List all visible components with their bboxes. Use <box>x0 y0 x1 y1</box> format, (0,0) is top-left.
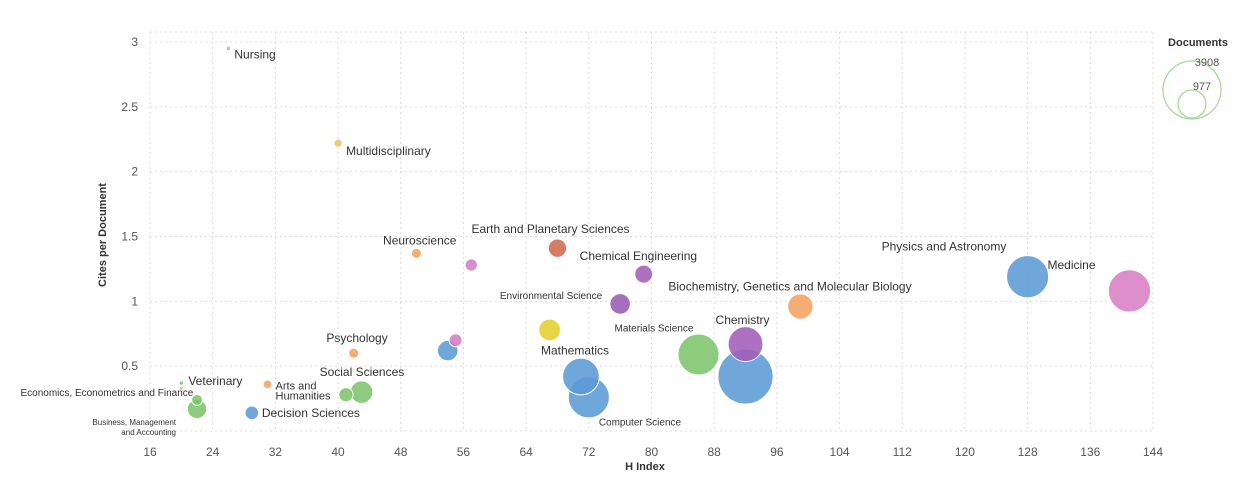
bubble-point <box>410 247 422 259</box>
y-axis-title: Cites per Document <box>97 183 109 287</box>
y-tick-label: 2 <box>131 165 138 179</box>
axis-ticks: 16 24 32 40 48 56 64 72 80 88 96 104 112 120 128 136 144… <box>121 35 1163 459</box>
y-tick-label: 0.5 <box>121 359 138 373</box>
x-tick-label: 40 <box>331 445 345 459</box>
bubble-point <box>634 264 654 284</box>
bubble-label: Environmental Science <box>500 291 603 302</box>
bubble-point <box>178 385 185 391</box>
bubble-label: Veterinary <box>188 374 242 388</box>
x-tick-label: 48 <box>394 445 408 459</box>
bubble-labels: Nursing Multidisciplinary Neuroscience Eart… <box>20 47 1095 436</box>
bubble-label: Economics, Econometrics and Finance <box>20 388 193 399</box>
y-tick-label: 3 <box>131 35 138 49</box>
x-tick-label: 112 <box>893 445 912 459</box>
bubble-label: Mathematics <box>541 344 609 358</box>
bubble-point <box>787 293 814 320</box>
legend-title: Documents <box>1168 37 1228 49</box>
bubble-label: Computer Science <box>599 417 682 428</box>
y-tick-label: 1.5 <box>121 230 138 244</box>
bubble-point <box>727 326 764 363</box>
bubble-label: Biochemistry, Genetics and Molecular Bio… <box>668 280 911 294</box>
x-tick-label: 32 <box>269 445 283 459</box>
bubble-point <box>262 379 273 390</box>
x-tick-label: 88 <box>708 445 722 459</box>
y-tick-label: 1 <box>131 294 138 308</box>
bubble-point <box>244 405 260 421</box>
legend-circle-small <box>1177 89 1207 119</box>
legend-circle-large <box>1162 60 1222 120</box>
bubble-point <box>562 357 600 396</box>
x-axis-title: H Index <box>625 461 666 473</box>
legend-value-large: 3908 <box>1195 57 1219 69</box>
bubble-point <box>464 258 478 272</box>
bubble-label: Social Sciences <box>320 365 405 379</box>
bubble-label: Nursing <box>234 47 275 61</box>
x-tick-label: 72 <box>582 445 596 459</box>
bubble-label: Earth and Planetary Sciences <box>471 222 629 236</box>
bubble-point <box>348 347 360 359</box>
bubble-point <box>178 380 185 386</box>
x-tick-label: 16 <box>143 445 157 459</box>
x-tick-label: 24 <box>206 445 220 459</box>
bubble-point <box>538 318 562 342</box>
bubble-label: Chemical Engineering <box>580 249 697 263</box>
bubble-point <box>547 238 568 258</box>
x-tick-label: 120 <box>955 445 975 459</box>
bubble-label: Decision Sciences <box>262 406 360 420</box>
bubble-point <box>1107 269 1152 313</box>
bubble-point <box>448 333 463 348</box>
bubble-point <box>609 293 631 315</box>
x-tick-label: 136 <box>1080 445 1100 459</box>
bubble-point <box>191 393 203 406</box>
bubble-label: Chemistry <box>716 313 770 327</box>
x-tick-label: 56 <box>457 445 471 459</box>
size-legend: Documents 3908 977 <box>1162 37 1228 120</box>
x-tick-label: 96 <box>770 445 784 459</box>
bubble-point <box>333 138 343 148</box>
bubble-point <box>1006 255 1050 299</box>
bubble-label: Psychology <box>326 331 387 345</box>
bubble-label: Neuroscience <box>383 233 457 247</box>
bubble-point <box>349 380 374 404</box>
x-tick-label: 144 <box>1143 445 1163 459</box>
x-tick-label: 64 <box>519 445 533 459</box>
grid <box>149 31 1154 432</box>
bubble-label: Arts and Humanities <box>276 380 332 402</box>
bubble-point <box>338 387 354 403</box>
x-tick-label: 80 <box>645 445 659 459</box>
bubble-label: Multidisciplinary <box>346 144 431 158</box>
bubble-label: Physics and Astronomy <box>882 240 1007 254</box>
bubble-label: Business, Management and Accounting <box>92 418 176 437</box>
bubbles <box>178 45 1152 421</box>
legend-value-small: 977 <box>1193 81 1211 93</box>
bubble-point <box>677 333 720 376</box>
bubble-label: Medicine <box>1047 258 1095 272</box>
x-tick-label: 128 <box>1018 445 1038 459</box>
bubble-point <box>225 45 232 52</box>
y-tick-label: 2.5 <box>121 100 138 114</box>
x-tick-label: 104 <box>830 445 850 459</box>
bubble-label: Materials Science <box>615 323 694 334</box>
